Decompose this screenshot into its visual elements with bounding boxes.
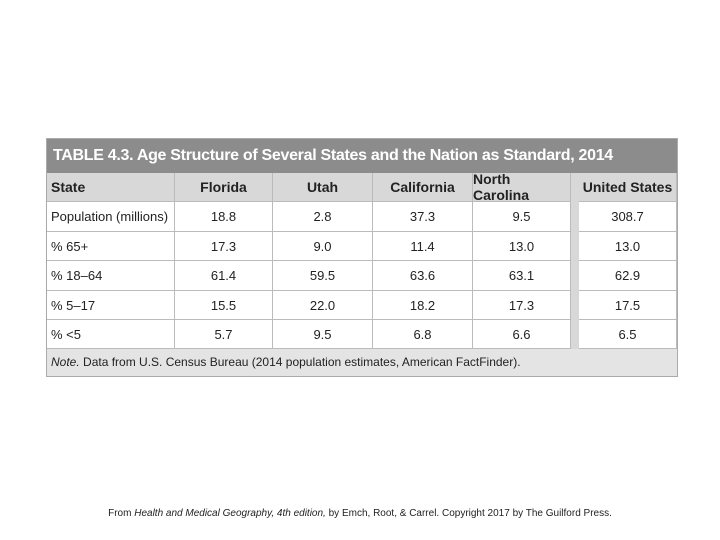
- table-cell: 62.9: [579, 261, 677, 291]
- caption-prefix: From: [108, 508, 135, 519]
- table-cell: 37.3: [373, 202, 473, 232]
- table-cell: 13.0: [579, 232, 677, 261]
- table-cell: 2.8: [273, 202, 373, 232]
- table-cell: 15.5: [175, 291, 273, 320]
- table-cell: % 65+: [47, 232, 175, 261]
- table-cell: 6.6: [473, 320, 571, 349]
- table-cell: 6.5: [579, 320, 677, 349]
- table-cell: 22.0: [273, 291, 373, 320]
- table-cell: 5.7: [175, 320, 273, 349]
- table-cell: Population (millions): [47, 202, 175, 232]
- header-cell: North Carolina: [473, 171, 571, 203]
- column-gap: [571, 173, 579, 349]
- header-cell: Florida: [175, 173, 273, 202]
- table-cell: 63.6: [373, 261, 473, 291]
- caption-suffix: by Emch, Root, & Carrel. Copyright 2017 …: [325, 508, 612, 519]
- note-text: Data from U.S. Census Bureau (2014 popul…: [79, 355, 521, 369]
- table-cell: 9.5: [473, 202, 571, 232]
- table-cell: 17.3: [175, 232, 273, 261]
- table-cell: 59.5: [273, 261, 373, 291]
- header-cell: United States: [579, 173, 677, 202]
- note-label: Note.: [51, 355, 80, 369]
- caption: From Health and Medical Geography, 4th e…: [0, 508, 720, 519]
- table-cell: 17.3: [473, 291, 571, 320]
- table-cell: % <5: [47, 320, 175, 349]
- header-cell: California: [373, 173, 473, 202]
- table-cell: 9.0: [273, 232, 373, 261]
- header-cell: State: [47, 173, 175, 202]
- table-cell: 9.5: [273, 320, 373, 349]
- table-cell: 17.5: [579, 291, 677, 320]
- table-cell: 63.1: [473, 261, 571, 291]
- caption-book: Health and Medical Geography, 4th editio…: [134, 508, 326, 519]
- table-title: TABLE 4.3. Age Structure of Several Stat…: [47, 139, 677, 173]
- table-cell: 61.4: [175, 261, 273, 291]
- table-cell: 308.7: [579, 202, 677, 232]
- table-cell: 18.2: [373, 291, 473, 320]
- table-cell: % 5–17: [47, 291, 175, 320]
- header-cell: Utah: [273, 173, 373, 202]
- table-note: Note. Data from U.S. Census Bureau (2014…: [47, 349, 677, 376]
- table-cell: 13.0: [473, 232, 571, 261]
- table-cell: % 18–64: [47, 261, 175, 291]
- table-cell: 18.8: [175, 202, 273, 232]
- table-cell: 11.4: [373, 232, 473, 261]
- table: TABLE 4.3. Age Structure of Several Stat…: [46, 138, 678, 377]
- table-cell: 6.8: [373, 320, 473, 349]
